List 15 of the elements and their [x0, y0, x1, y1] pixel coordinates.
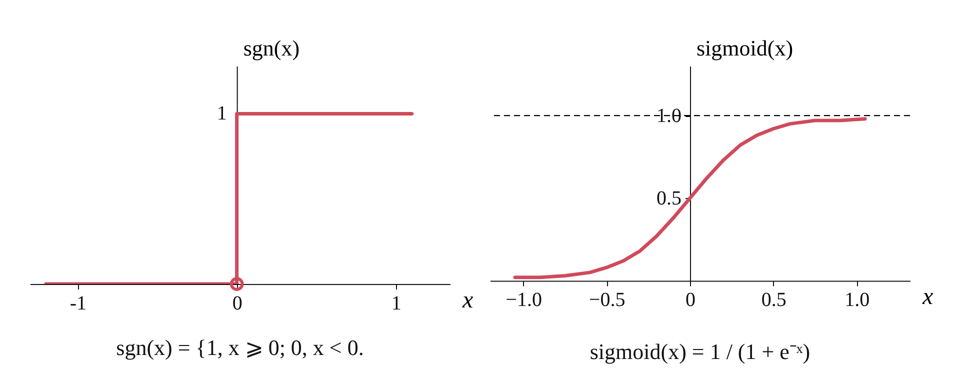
x-axis-title: x: [922, 284, 934, 310]
x-axis-title: x: [462, 288, 474, 314]
x-tick-label: 1.0: [844, 289, 870, 312]
x-tick-label: -1: [70, 292, 87, 314]
y-axis-title: sgn(x): [243, 36, 300, 60]
y-axis-title: sigmoid(x): [696, 36, 794, 60]
text: sgn(x) = {1, x ⩾ 0; 0, x < 0.: [115, 335, 365, 361]
x-tick-label: 1: [391, 292, 402, 314]
x-tick-label: 0: [686, 289, 696, 312]
annotation: 1: [216, 102, 227, 125]
text: sigmoid(x) = 1 / (1 + e⁻ˣ): [588, 338, 812, 365]
x-tick-label: 0: [232, 292, 242, 314]
x-tick-label: −0.5: [589, 289, 626, 312]
x-tick-label: 0.5: [761, 289, 786, 312]
x-tick-label: −1.0: [506, 289, 542, 312]
